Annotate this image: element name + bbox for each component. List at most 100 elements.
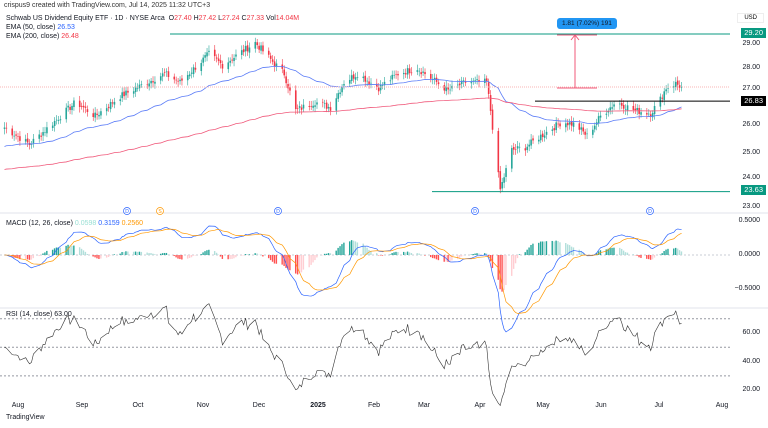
macd-histogram-bar	[410, 253, 413, 255]
macd-histogram-bar	[92, 255, 94, 257]
macd-histogram-bar	[665, 249, 667, 255]
ema50-label[interactable]: EMA (50, close)	[6, 24, 56, 31]
candle-body	[337, 93, 340, 99]
candle-body	[538, 139, 540, 142]
macd-histogram-bar	[146, 252, 148, 255]
candle-body	[24, 139, 27, 142]
macd-histogram-bar	[539, 241, 542, 255]
candle-body	[229, 60, 231, 63]
candle-body	[626, 105, 629, 111]
candle-body	[341, 86, 343, 93]
candle-body	[632, 105, 635, 110]
macd-histogram-bar	[42, 253, 44, 255]
macd-histogram-bar	[100, 255, 102, 259]
price-tick: 26.00	[742, 121, 760, 128]
macd-histogram-bar	[267, 255, 270, 259]
macd-histogram-bar	[26, 255, 29, 260]
macd-histogram-bar	[341, 244, 343, 255]
macd-histogram-bar	[661, 253, 663, 255]
macd-histogram-bar	[244, 254, 247, 255]
macd-histogram-bar	[80, 248, 83, 255]
candle-body	[622, 104, 625, 109]
macd-histogram-bar	[568, 245, 571, 255]
candle-body	[258, 45, 260, 50]
x-tick-label: Dec	[252, 402, 266, 409]
macd-histogram-bar	[165, 252, 168, 255]
candle-body	[516, 146, 519, 149]
ema200-value: 26.48	[61, 33, 79, 40]
candle-body	[491, 109, 494, 130]
candle-body	[497, 130, 500, 173]
macd-histogram-bar	[254, 253, 256, 255]
candle-body	[530, 139, 532, 146]
macd-histogram-bar	[94, 255, 96, 258]
candle-body	[364, 75, 367, 82]
macd-histogram-bar	[609, 247, 611, 255]
tradingview-logo[interactable]: TradingView	[6, 414, 45, 421]
candle-body	[273, 61, 276, 67]
macd-histogram-bar	[356, 242, 359, 255]
candle-body	[557, 123, 559, 125]
macd-histogram-bar	[395, 251, 397, 255]
open-value: 27.40	[174, 15, 192, 22]
symbol-title[interactable]: Schwab US Dividend Equity ETF · 1D · NYS…	[6, 15, 165, 22]
candle-body	[335, 98, 338, 111]
candle-body	[123, 91, 125, 97]
macd-tick: −0.5000	[734, 285, 761, 292]
currency-label[interactable]: USD	[737, 13, 764, 23]
event-marker-icon	[646, 207, 654, 215]
macd-histogram-bar	[28, 255, 31, 260]
candle-body	[173, 76, 176, 80]
macd-histogram-bar	[119, 253, 121, 255]
macd-histogram-bar	[514, 255, 517, 264]
candle-body	[73, 100, 75, 108]
candle-body	[298, 106, 301, 108]
candle-body	[308, 105, 311, 107]
candle-body	[404, 73, 407, 75]
price-tick: 24.00	[742, 174, 760, 181]
macd-label: MACD (12, 26, close)	[6, 220, 73, 227]
price-tick: 27.00	[742, 85, 760, 92]
macd-histogram-bar	[638, 255, 640, 258]
candle-body	[539, 134, 542, 141]
macd-histogram-bar	[526, 249, 528, 255]
candle-body	[514, 149, 517, 151]
candle-body	[204, 55, 206, 58]
macd-histogram-bar	[159, 253, 162, 255]
candle-body	[613, 104, 615, 107]
ema200-label[interactable]: EMA (200, close)	[6, 33, 60, 40]
candle-body	[30, 144, 33, 145]
candle-body	[242, 49, 245, 53]
macd-histogram-bar	[389, 254, 391, 255]
macd-histogram-bar	[86, 253, 89, 255]
candle-body	[200, 63, 203, 72]
candle-body	[605, 113, 608, 115]
candle-body	[524, 148, 527, 151]
macd-histogram-bar	[271, 255, 274, 262]
macd-line	[4, 225, 682, 333]
macd-legend: MACD (12, 26, close) 0.0598 0.3159 0.256…	[6, 220, 143, 227]
credit-text: crispus9 created with TradingView.com, J…	[4, 2, 211, 9]
candle-body	[190, 72, 193, 74]
candle-body	[150, 80, 152, 84]
candle-body	[46, 127, 48, 134]
macd-histogram-bar	[640, 255, 642, 258]
x-tick-label: Feb	[367, 402, 381, 409]
candle-body	[368, 81, 370, 85]
macd-histogram-bar	[435, 255, 438, 260]
candle-body	[221, 63, 224, 69]
macd-histogram-bar	[673, 248, 675, 255]
candle-body	[403, 72, 405, 75]
candle-body	[246, 45, 249, 52]
candle-body	[418, 70, 421, 72]
rsi-value: 63.00	[54, 311, 72, 318]
candle-body	[86, 109, 89, 113]
macd-tick: 0.5000	[738, 217, 760, 224]
candle-body	[499, 171, 502, 190]
candle-body	[55, 119, 58, 121]
candle-body	[447, 87, 449, 90]
macd-histogram-bar	[620, 248, 623, 255]
candle-body	[543, 135, 546, 138]
macd-histogram-bar	[227, 255, 229, 260]
